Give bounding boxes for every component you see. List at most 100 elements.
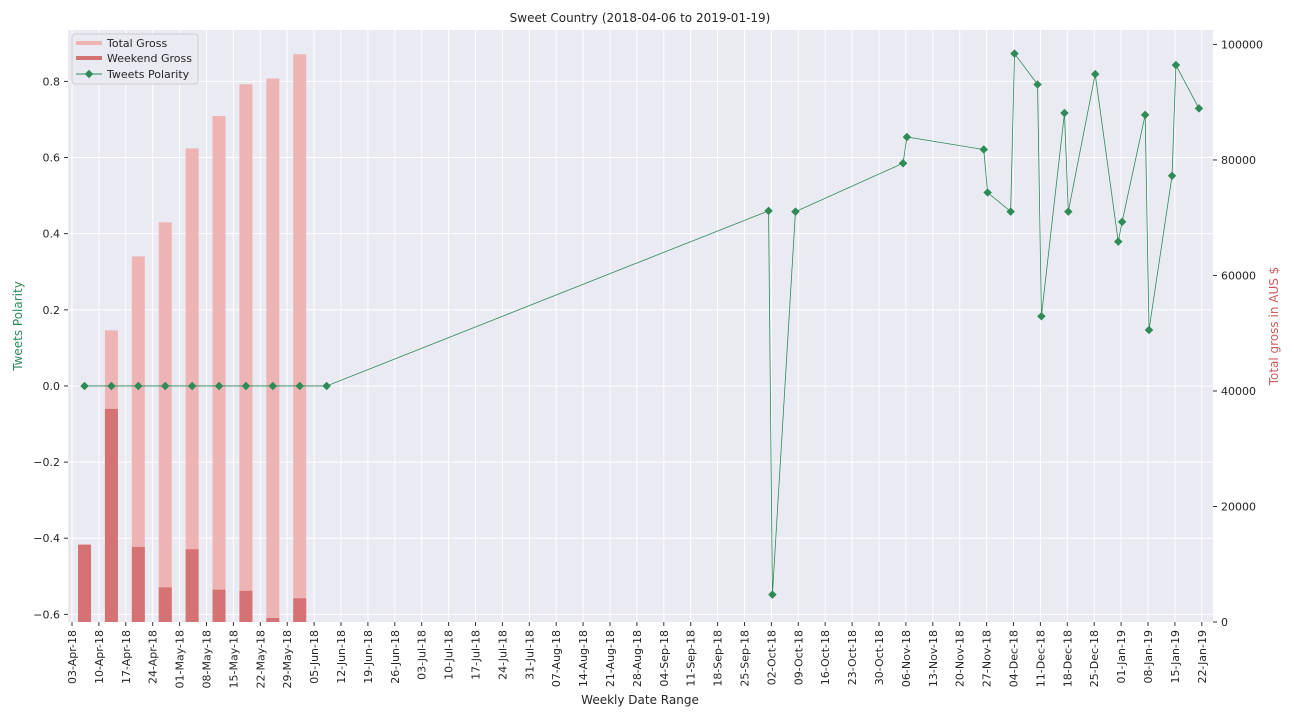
y-left-tick-label: 0.0 [43, 380, 61, 393]
x-tick-label: 11-Sep-18 [685, 630, 698, 687]
x-tick-label: 25-Dec-18 [1088, 630, 1101, 687]
x-tick-label: 06-Nov-18 [900, 630, 913, 687]
total-gross-bar [158, 222, 172, 622]
total-gross-bar [266, 78, 280, 622]
weekend-gross-bar [293, 598, 307, 622]
x-tick-label: 21-Aug-18 [604, 630, 617, 687]
legend-weekend-gross-label: Weekend Gross [107, 52, 192, 65]
plot-background [68, 30, 1213, 622]
x-axis-label: Weekly Date Range [581, 693, 699, 707]
x-tick-label: 13-Nov-18 [927, 630, 940, 687]
x-tick-label: 10-Jul-18 [443, 630, 456, 680]
y-right-tick-label: 40000 [1221, 385, 1256, 398]
legend-box [71, 33, 199, 85]
x-tick-label: 27-Nov-18 [981, 630, 994, 687]
x-tick-label: 08-May-18 [201, 630, 214, 688]
axes: 03-Apr-18 10-Apr-18 17-Apr-18 24-Apr-18 01-M… [33, 38, 1263, 688]
polarity-point [160, 381, 170, 391]
x-tick-label: 02-Oct-18 [765, 630, 778, 685]
y-right-tick-label: 20000 [1221, 500, 1256, 513]
polarity-point [107, 381, 116, 391]
legend-polarity-marker [84, 69, 94, 79]
x-tick-label: 17-Apr-18 [120, 630, 133, 684]
y-axis-right-label: Total gross in AUS $ [1267, 267, 1281, 387]
y-left-tick-label: −0.6 [33, 608, 60, 621]
total-gross-bar [239, 84, 253, 623]
x-tick-label: 16-Oct-18 [819, 630, 832, 685]
weekend-gross-bar [239, 590, 253, 622]
x-tick-label: 15-Jan-19 [1169, 630, 1182, 684]
y-left-tick-label: −0.4 [33, 532, 60, 545]
x-tick-label: 14-Aug-18 [577, 630, 590, 687]
x-tick-label: 11-Dec-18 [1034, 630, 1047, 687]
y-left-tick-label: −0.2 [33, 456, 60, 469]
x-tick-label: 31-Jul-18 [523, 630, 536, 680]
y-left-tick-label: 0.8 [43, 75, 61, 88]
polarity-point [241, 381, 251, 391]
x-tick-label: 08-Jan-19 [1142, 630, 1155, 684]
weekend-gross-bar [266, 617, 280, 622]
total-gross-bar [212, 116, 226, 623]
weekend-gross-bar [78, 544, 92, 622]
x-tick-label: 17-Jul-18 [470, 630, 483, 680]
polarity-point [1037, 312, 1046, 321]
total-gross-bar [293, 54, 307, 622]
weekend-gross-bar [131, 546, 145, 622]
x-tick-label: 01-Jan-19 [1115, 630, 1128, 684]
polarity-point [295, 381, 304, 391]
weekend-gross-bar [185, 549, 199, 622]
weekend-gross-bar [212, 589, 226, 622]
polarity-point [268, 381, 278, 391]
legend-polarity-label: Tweets Polarity [106, 68, 190, 81]
grid [68, 30, 1213, 622]
x-tick-label: 03-Apr-18 [66, 630, 79, 684]
x-tick-label: 09-Oct-18 [792, 630, 805, 685]
polarity-point [214, 381, 224, 391]
x-tick-label: 25-Sep-18 [739, 630, 752, 687]
x-tick-label: 04-Sep-18 [658, 630, 671, 687]
x-tick-label: 28-Aug-18 [631, 630, 644, 687]
x-tick-label: 30-Oct-18 [873, 630, 886, 685]
y-right-tick-label: 100000 [1221, 38, 1263, 51]
y-left-tick-label: 0.2 [43, 304, 61, 317]
x-tick-label: 03-Jul-18 [416, 630, 429, 680]
x-tick-label: 10-Apr-18 [93, 630, 106, 684]
x-tick-label: 22-May-18 [254, 630, 267, 688]
polarity-point [322, 381, 331, 391]
x-tick-label: 19-Jun-18 [362, 630, 375, 684]
total-gross-bar [131, 256, 145, 622]
x-tick-label: 12-Jun-18 [335, 630, 348, 684]
x-tick-label: 22-Jan-19 [1196, 630, 1209, 684]
x-tick-label: 24-Apr-18 [147, 630, 160, 684]
bars [78, 54, 307, 623]
x-tick-label: 01-May-18 [174, 630, 187, 688]
x-tick-label: 04-Dec-18 [1008, 630, 1021, 687]
x-tick-label: 07-Aug-18 [550, 630, 563, 687]
polarity-point [1144, 325, 1154, 335]
polarity-point [134, 381, 143, 391]
legend: Total Gross Weekend Gross Tweets Polarit… [71, 33, 199, 85]
polarity-point [768, 590, 777, 599]
y-right-tick-label: 80000 [1221, 154, 1256, 167]
y-left-tick-label: 0.4 [43, 228, 61, 241]
y-left-tick-label: 0.6 [43, 152, 61, 165]
x-tick-label: 26-Jun-18 [389, 630, 402, 684]
polarity-point [80, 381, 89, 391]
polarity-point [187, 381, 197, 391]
x-tick-label: 18-Dec-18 [1061, 630, 1074, 687]
x-tick-label: 05-Jun-18 [308, 630, 321, 684]
x-tick-label: 29-May-18 [281, 630, 294, 688]
x-tick-label: 18-Sep-18 [712, 630, 725, 687]
y-right-tick-label: 0 [1221, 616, 1228, 629]
x-tick-label: 20-Nov-18 [954, 630, 967, 687]
weekend-gross-bar [104, 408, 118, 622]
weekend-gross-bar [158, 587, 172, 622]
chart-title: Sweet Country (2018-04-06 to 2019-01-19) [510, 11, 771, 25]
x-tick-label: 23-Oct-18 [846, 630, 859, 685]
x-tick-label: 15-May-18 [227, 630, 240, 688]
y-right-tick-label: 60000 [1221, 269, 1256, 282]
y-axis-left-label: Tweets Polarity [11, 281, 25, 372]
x-tick-label: 24-Jul-18 [496, 630, 509, 680]
